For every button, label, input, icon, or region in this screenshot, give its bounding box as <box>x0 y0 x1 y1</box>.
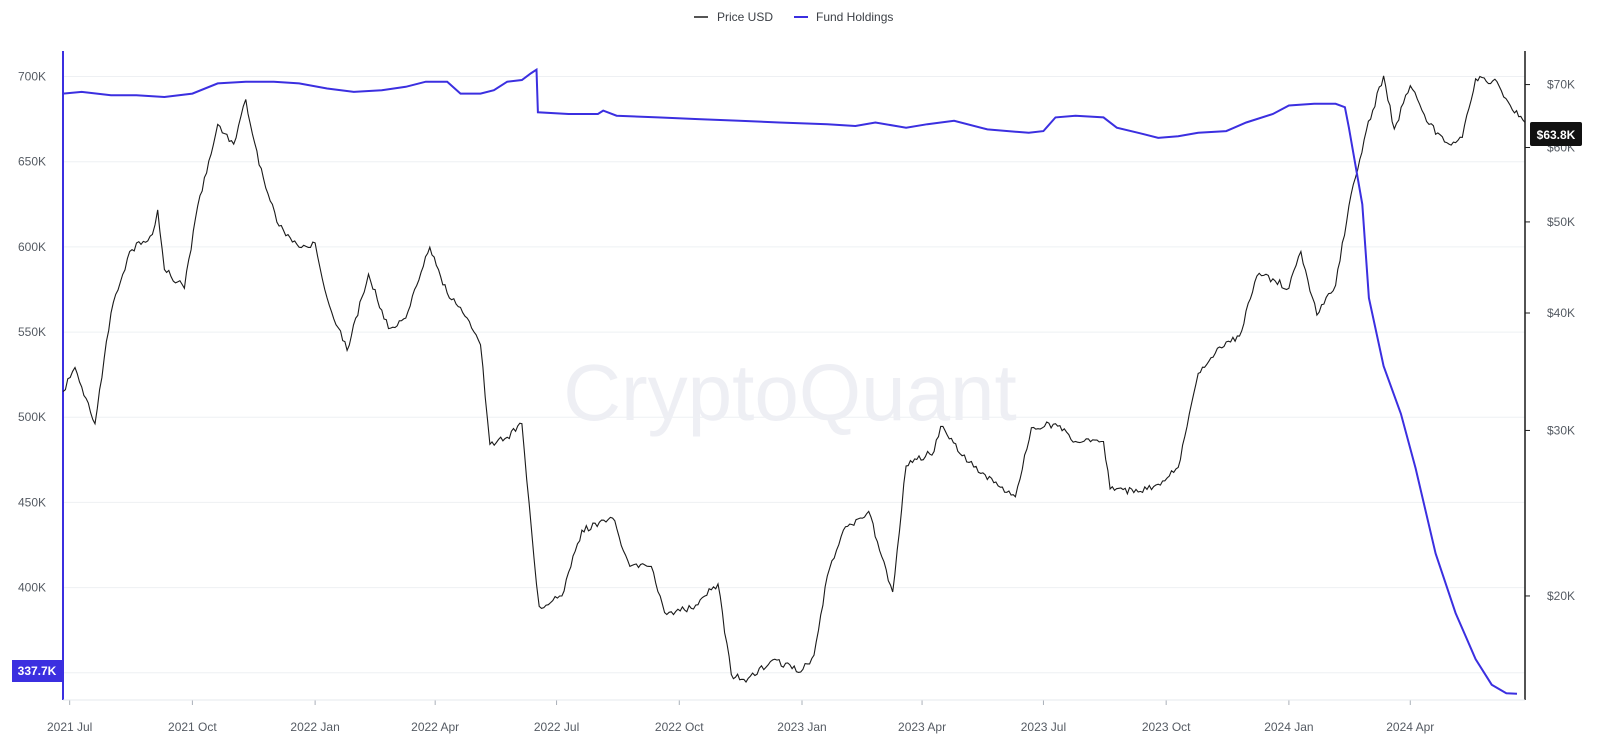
fund-holdings-last-value-badge: 337.7K <box>12 660 62 682</box>
left-tick-400k: 400K <box>18 581 46 595</box>
left-tick-650k: 650K <box>18 155 46 169</box>
legend-item-fund-holdings[interactable]: Fund Holdings <box>794 10 893 24</box>
x-tick-2023-jul: 2023 Jul <box>1021 720 1066 734</box>
left-tick-500k: 500K <box>18 410 46 424</box>
x-axis-ticks: 2021 Jul 2021 Oct 2022 Jan 2022 Apr 2022 Jul… <box>47 700 1434 734</box>
x-tick-2022-jul: 2022 Jul <box>534 720 579 734</box>
x-tick-2024-apr: 2024 Apr <box>1386 720 1434 734</box>
x-tick-2023-oct: 2023 Oct <box>1142 720 1191 734</box>
legend-label-price-usd: Price USD <box>717 10 773 24</box>
fund-holdings-last-value: 337.7K <box>18 664 57 678</box>
legend: Price USD Fund Holdings <box>694 10 893 24</box>
legend-label-fund-holdings: Fund Holdings <box>816 10 893 24</box>
x-tick-2022-jan: 2022 Jan <box>290 720 339 734</box>
legend-item-price-usd[interactable]: Price USD <box>694 10 773 24</box>
right-tick-50k: $50K <box>1547 215 1575 229</box>
watermark: CryptoQuant <box>563 348 1017 437</box>
right-tick-20k: $20K <box>1547 589 1575 603</box>
left-tick-700k: 700K <box>18 70 46 84</box>
price-usd-series-line[interactable] <box>62 75 1526 683</box>
x-tick-2021-jul: 2021 Jul <box>47 720 92 734</box>
right-tick-40k: $40K <box>1547 306 1575 320</box>
x-tick-2023-jan: 2023 Jan <box>777 720 826 734</box>
price-last-value: $63.8K <box>1537 128 1576 142</box>
right-tick-30k: $30K <box>1547 423 1575 437</box>
left-tick-450k: 450K <box>18 495 46 509</box>
price-last-value-badge: $63.8K <box>1530 122 1582 146</box>
fund-holdings-series-line[interactable] <box>62 67 1518 695</box>
x-tick-2024-jan: 2024 Jan <box>1264 720 1313 734</box>
left-axis-ticks: 350K400K450K500K550K600K650K700K <box>18 70 46 680</box>
left-tick-550k: 550K <box>18 325 46 339</box>
right-tick-70k: $70K <box>1547 78 1575 92</box>
x-tick-2023-apr: 2023 Apr <box>898 720 946 734</box>
right-axis-ticks: $20K$30K$40K$50K$60K$70K <box>1525 78 1575 603</box>
x-tick-2022-apr: 2022 Apr <box>411 720 459 734</box>
left-tick-600k: 600K <box>18 240 46 254</box>
x-tick-2021-oct: 2021 Oct <box>168 720 217 734</box>
x-tick-2022-oct: 2022 Oct <box>655 720 704 734</box>
